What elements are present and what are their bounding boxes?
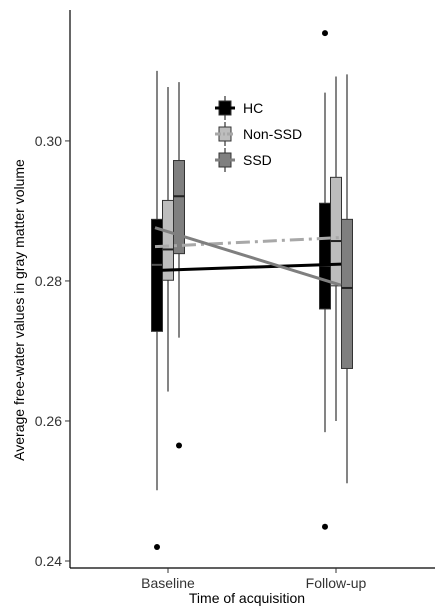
box-hc-follow-up: [319, 92, 331, 433]
boxes-layer: [151, 70, 353, 491]
outlier-point: [154, 543, 160, 550]
y-tick-label: 0.24: [35, 553, 62, 569]
outlier-point: [322, 523, 328, 530]
x-axis-title: Time of acquisition: [189, 590, 305, 606]
box-rect: [319, 202, 331, 310]
x-tick-label: Follow-up: [306, 575, 367, 591]
axes-layer: 0.24 0.26 0.28 0.30 Baseline Follow-up: [35, 10, 435, 591]
box-rect: [341, 218, 353, 369]
box-hc-baseline: [151, 70, 163, 491]
box-ssd-follow-up: [341, 74, 353, 484]
y-tick-label: 0.30: [35, 133, 62, 149]
mean-line-non-ssd: [154, 236, 342, 249]
box-rect: [330, 176, 342, 287]
y-tick-label: 0.28: [35, 273, 62, 289]
outliers-layer: [154, 30, 328, 550]
legend-item-hc: HC: [215, 96, 263, 120]
y-tick-label: 0.26: [35, 413, 62, 429]
means-lines-layer: [154, 226, 342, 287]
outlier-point: [176, 442, 182, 449]
mean-line-hc: [154, 262, 342, 272]
legend-item-ssd: SSD: [215, 148, 272, 172]
box-rect: [162, 199, 174, 281]
box-rect: [173, 160, 185, 255]
legend-label: HC: [243, 100, 263, 116]
legend-item-non-ssd: Non-SSD: [215, 122, 302, 146]
box-rect: [151, 218, 163, 332]
box-ssd-baseline: [173, 82, 185, 338]
mean-line-ssd: [154, 226, 342, 287]
outlier-point: [322, 30, 328, 37]
legend-label: SSD: [243, 152, 272, 168]
x-tick-label: Baseline: [141, 575, 195, 591]
box-non-ssd-follow-up: [330, 76, 342, 421]
y-axis-title: Average free-water values in gray matter…: [11, 159, 27, 461]
legend: HC Non-SSD SSD: [215, 96, 302, 172]
legend-label: Non-SSD: [243, 126, 302, 142]
box-non-ssd-baseline: [162, 87, 174, 392]
